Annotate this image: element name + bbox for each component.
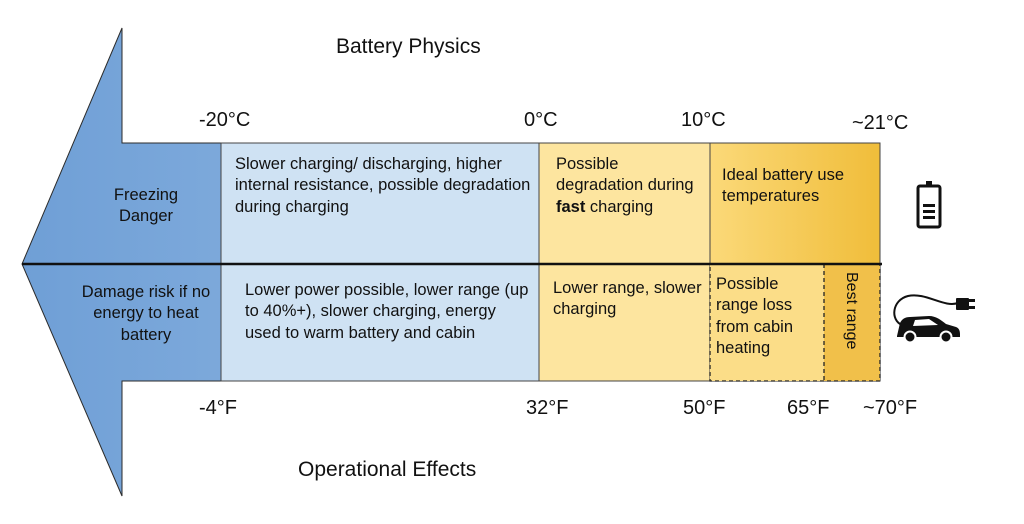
ops-freezing-text: Damage risk if no energy to heat battery <box>81 282 211 344</box>
physics-cool-text-b: charging <box>585 197 654 216</box>
title-operational-effects: Operational Effects <box>298 458 477 481</box>
ops-cold-text: Lower power possible, lower range (up to… <box>245 281 529 342</box>
ops-cool-text: Lower range, slower charging <box>553 279 702 319</box>
physics-cold-text: Slower charging/ discharging, higher int… <box>235 155 531 216</box>
tick-c-minus20: -20°C <box>199 109 251 131</box>
battery-icon <box>916 181 942 229</box>
ops-mild-text: Possible range loss from cabin heating <box>716 275 794 358</box>
physics-freezing-text: Freezing Danger <box>113 185 179 225</box>
ideal-band-top <box>709 142 881 265</box>
physics-ideal-text: Ideal battery use temperatures <box>722 166 844 206</box>
title-battery-physics: Battery Physics <box>336 35 481 58</box>
mild-cell-bottom <box>710 264 824 381</box>
electric-car-plug-icon <box>893 294 975 344</box>
tick-f-70: ~70°F <box>863 397 918 419</box>
physics-cool-text-bold: fast <box>556 197 586 216</box>
tick-f-65: 65°F <box>787 397 830 419</box>
tick-c-10: 10°C <box>681 109 726 131</box>
physics-cool-text-a: Possible degradation during <box>556 155 694 195</box>
physics-cool-text: Possible degradation during fast chargin… <box>556 154 706 218</box>
tick-f-32: 32°F <box>526 397 569 419</box>
tick-c-0: 0°C <box>524 109 558 131</box>
cold-band <box>220 142 540 382</box>
tick-c-21: ~21°C <box>852 112 909 134</box>
cool-band <box>538 142 711 382</box>
tick-f-50: 50°F <box>683 397 726 419</box>
tick-f-minus4: -4°F <box>199 397 237 419</box>
ops-best-range-text: Best range <box>843 272 860 350</box>
best-range-cell <box>824 264 880 381</box>
